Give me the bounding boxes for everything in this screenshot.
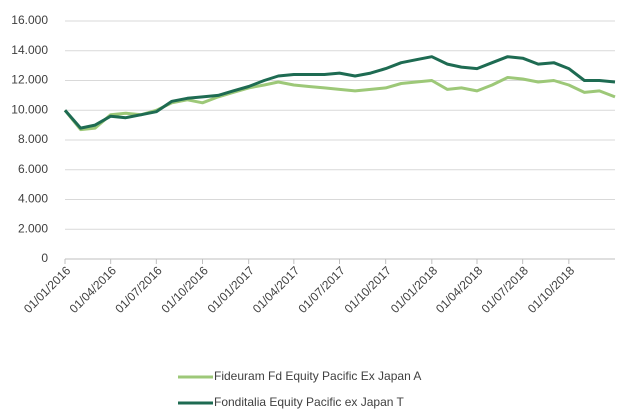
y-tick-label: 10.000 (11, 102, 48, 116)
x-tick-label: 01/04/2017 (250, 263, 303, 316)
y-tick-label: 4.000 (18, 192, 48, 206)
x-tick-label: 01/04/2016 (67, 263, 120, 316)
x-tick-label: 01/01/2018 (388, 263, 441, 316)
x-tick-label: 01/01/2016 (21, 263, 74, 316)
x-tick-label: 01/10/2017 (342, 263, 395, 316)
x-tick-label: 01/10/2018 (525, 263, 578, 316)
y-tick-label: 14.000 (11, 43, 48, 57)
x-tick-label: 01/01/2017 (205, 263, 258, 316)
y-tick-label: 12.000 (11, 73, 48, 87)
series-line (63, 55, 616, 130)
y-tick-label: 8.000 (18, 132, 48, 146)
x-tick-label: 01/07/2017 (295, 263, 348, 316)
y-tick-label: 0 (41, 251, 48, 265)
x-tick-label: 01/10/2016 (158, 263, 211, 316)
legend-label: Fideuram Fd Equity Pacific Ex Japan A (214, 369, 421, 383)
x-tick-label: 01/07/2016 (112, 263, 165, 316)
y-tick-label: 6.000 (18, 162, 48, 176)
y-tick-label: 16.000 (11, 13, 48, 27)
y-tick-label: 2.000 (18, 221, 48, 235)
x-tick-label: 01/07/2018 (479, 263, 532, 316)
legend-label: Fonditalia Equity Pacific ex Japan T (214, 395, 405, 409)
series-line (63, 76, 616, 132)
x-tick-label: 01/04/2018 (433, 263, 486, 316)
